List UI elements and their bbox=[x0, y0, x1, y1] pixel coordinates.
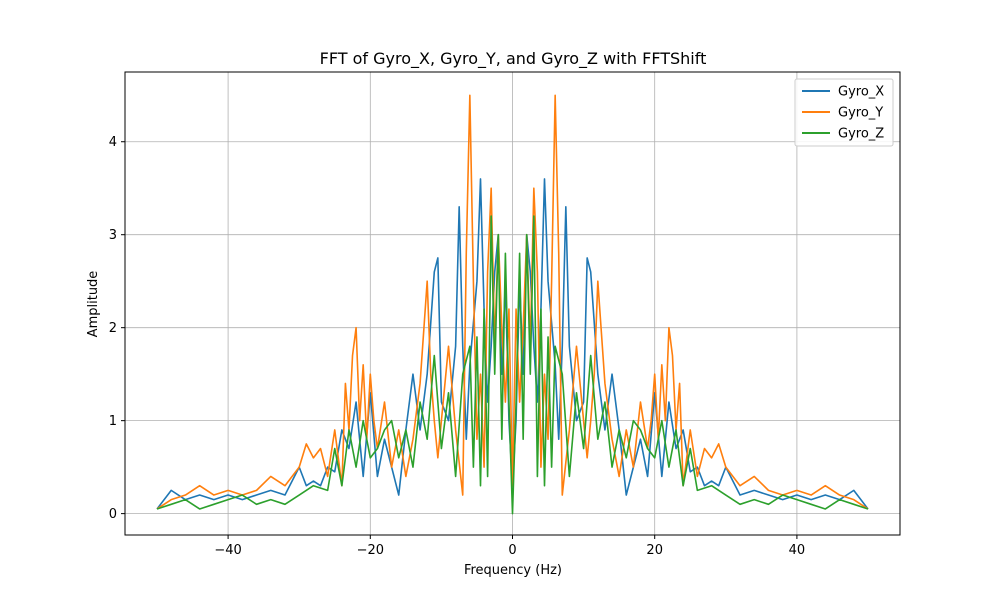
x-tick-label: −20 bbox=[357, 543, 384, 558]
y-tick-label: 2 bbox=[109, 321, 117, 336]
chart-title: FFT of Gyro_X, Gyro_Y, and Gyro_Z with F… bbox=[320, 49, 707, 69]
x-tick-label: 40 bbox=[789, 543, 806, 558]
y-tick-label: 3 bbox=[109, 228, 117, 243]
y-tick-label: 1 bbox=[109, 414, 117, 429]
x-axis-label: Frequency (Hz) bbox=[464, 563, 562, 578]
legend-box bbox=[794, 78, 894, 147]
x-tick-label: 0 bbox=[508, 543, 516, 558]
series-layer bbox=[156, 94, 869, 515]
legend-entry-label: Gyro_X bbox=[838, 85, 884, 100]
y-tick-label: 4 bbox=[109, 135, 117, 150]
y-tick-label: 0 bbox=[109, 507, 117, 522]
x-tick-label: −40 bbox=[214, 543, 241, 558]
series-line-gyro-z bbox=[156, 215, 869, 515]
y-axis-ticks: 0 1 2 3 4 bbox=[109, 135, 125, 522]
legend: Gyro_X Gyro_Y Gyro_Z bbox=[794, 78, 894, 147]
x-tick-label: 20 bbox=[646, 543, 663, 558]
legend-entry-label: Gyro_Z bbox=[838, 127, 884, 142]
legend-entry-label: Gyro_Y bbox=[838, 106, 883, 121]
x-axis-ticks: −40 −20 0 20 40 bbox=[214, 535, 805, 558]
y-axis-label: Amplitude bbox=[86, 271, 101, 338]
